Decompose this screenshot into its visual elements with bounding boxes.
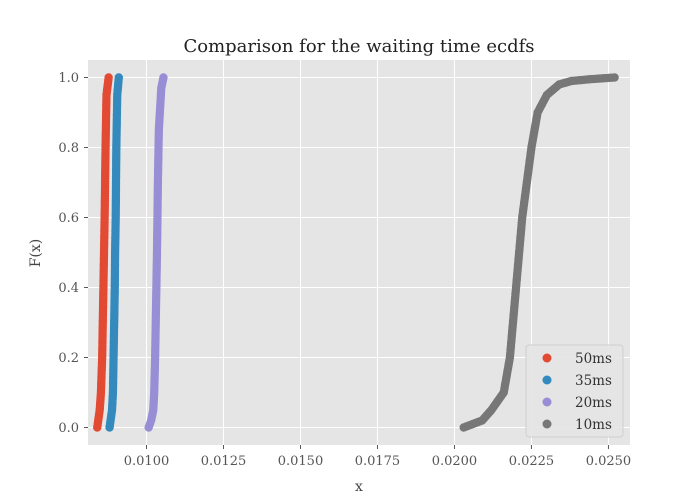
chart-title: Comparison for the waiting time ecdfs	[183, 36, 534, 57]
legend-marker-35ms	[542, 375, 552, 385]
legend-marker-20ms	[542, 397, 552, 407]
y-tick-label: 0.8	[58, 141, 79, 156]
y-axis-ticks: 0.0 0.2 0.4 0.6 0.8 1.0	[58, 71, 88, 436]
y-tick-label: 1.0	[58, 71, 79, 86]
data-point	[114, 73, 123, 82]
x-axis-ticks: 0.0100 0.0125 0.0150 0.0175 0.0200 0.0225 0.02…	[124, 445, 631, 469]
legend-label-50ms: 50ms	[575, 351, 612, 367]
y-tick-label: 0.0	[58, 421, 79, 436]
legend-marker-50ms	[542, 353, 552, 363]
legend-label-10ms: 10ms	[575, 417, 612, 433]
x-tick-label: 0.0100	[124, 454, 170, 469]
y-tick-label: 0.4	[58, 281, 79, 296]
x-tick-label: 0.0175	[355, 454, 401, 469]
x-tick-label: 0.0200	[432, 454, 478, 469]
data-point	[104, 73, 113, 82]
x-axis-label: x	[355, 479, 363, 495]
x-tick-label: 0.0225	[509, 454, 555, 469]
x-tick-label: 0.0125	[201, 454, 247, 469]
series-50ms	[93, 73, 113, 432]
legend-label-35ms: 35ms	[575, 373, 612, 389]
data-point	[159, 73, 168, 82]
x-tick-label: 0.0250	[586, 454, 632, 469]
data-series	[93, 73, 619, 432]
y-tick-label: 0.2	[58, 351, 79, 366]
data-point	[610, 73, 619, 82]
legend-box	[525, 344, 624, 438]
x-tick-label: 0.0150	[278, 454, 324, 469]
legend: 50ms 35ms 20ms 10ms	[525, 344, 624, 438]
y-tick-label: 0.6	[58, 211, 79, 226]
series-35ms	[105, 73, 123, 432]
y-axis-label: F(x)	[28, 239, 44, 268]
series-20ms	[144, 73, 168, 432]
legend-marker-10ms	[542, 419, 552, 429]
series-10ms	[459, 73, 619, 432]
legend-label-20ms: 20ms	[575, 395, 612, 411]
